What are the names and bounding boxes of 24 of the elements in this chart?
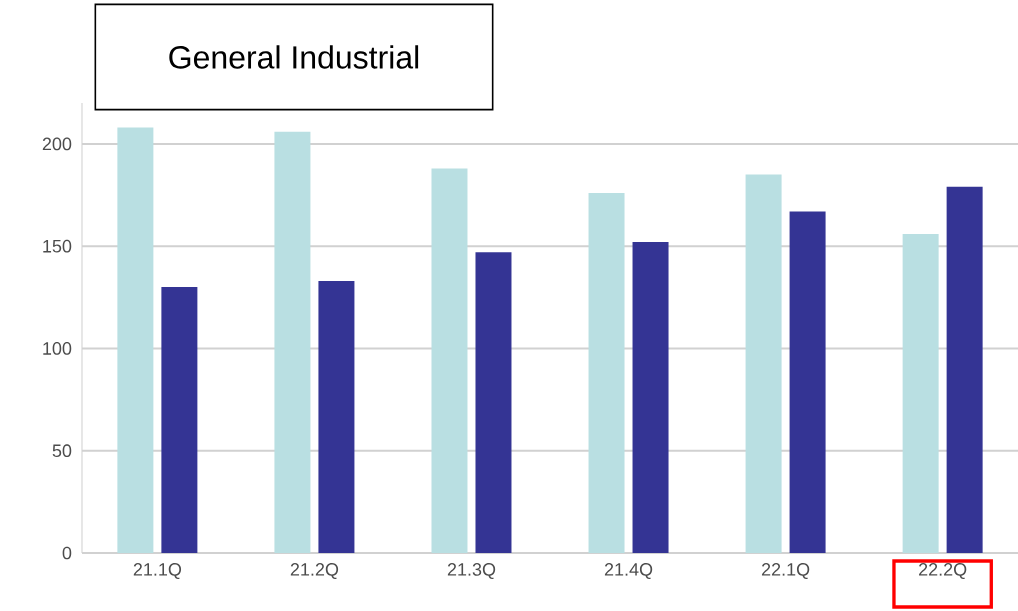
bar: [789, 211, 826, 553]
bar: [588, 193, 625, 553]
y-tick-label: 150: [43, 239, 72, 253]
x-tick-label: 22.2Q: [919, 563, 967, 580]
bar: [475, 252, 512, 553]
bar: [161, 287, 198, 553]
bar: [632, 242, 669, 553]
x-tick-label: 21.1Q: [133, 563, 182, 580]
x-tick-label: 21.4Q: [604, 563, 653, 580]
y-tick-label: 200: [42, 137, 72, 151]
bar: [745, 174, 782, 553]
bar: [902, 233, 939, 553]
x-tick-label: 21.3Q: [447, 563, 496, 580]
bar: [318, 280, 355, 553]
bar: [431, 168, 468, 553]
x-tick-label: 21.2Q: [290, 563, 339, 580]
chart-title: General Industrial: [169, 45, 419, 69]
bar: [117, 127, 154, 553]
bar: [946, 186, 983, 553]
y-tick-label: 50: [52, 444, 72, 458]
y-tick-label: 100: [43, 342, 72, 355]
x-tick-label: 22.1Q: [761, 563, 810, 580]
bar: [274, 131, 311, 553]
y-tick-label: 0: [62, 546, 72, 560]
